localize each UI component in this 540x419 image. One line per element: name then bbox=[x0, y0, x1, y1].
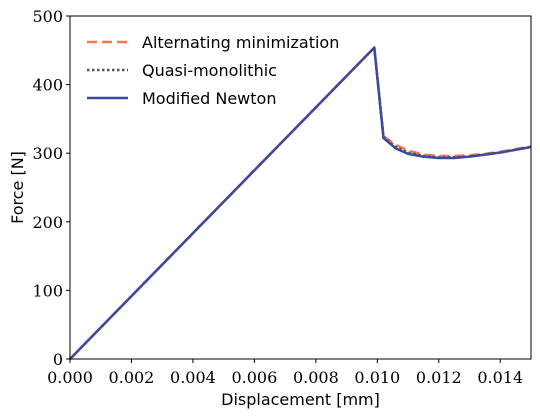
x-axis-label: Displacement [mm] bbox=[221, 390, 380, 409]
legend-label-1: Quasi-monolithic bbox=[142, 61, 277, 80]
y-tick-label: 400 bbox=[32, 76, 63, 95]
x-tick-label: 0.008 bbox=[293, 368, 339, 387]
y-tick-label: 100 bbox=[32, 281, 63, 300]
y-tick-label: 500 bbox=[32, 7, 63, 26]
x-tick-label: 0.006 bbox=[231, 368, 277, 387]
y-axis-label: Force [N] bbox=[8, 151, 27, 224]
x-tick-label: 0.004 bbox=[170, 368, 216, 387]
y-tick-label: 200 bbox=[32, 213, 63, 232]
x-tick-label: 0.010 bbox=[354, 368, 400, 387]
legend-label-0: Alternating minimization bbox=[142, 33, 339, 52]
x-tick-label: 0.002 bbox=[109, 368, 155, 387]
plot-frame bbox=[69, 15, 532, 360]
series-line-1 bbox=[69, 46, 532, 360]
x-tick-label: 0.000 bbox=[47, 368, 93, 387]
x-axis-ticks: 0.000 0.002 0.004 0.006 0.008 0.010 0.012 0.014 bbox=[47, 359, 523, 387]
y-tick-label: 300 bbox=[32, 144, 63, 163]
x-tick-label: 0.014 bbox=[477, 368, 523, 387]
x-tick-label: 0.012 bbox=[416, 368, 462, 387]
y-tick-label: 0 bbox=[53, 350, 63, 369]
legend-label-2: Modified Newton bbox=[142, 89, 276, 108]
series-lines bbox=[69, 46, 532, 360]
series-line-0 bbox=[69, 46, 532, 360]
series-line-2 bbox=[69, 46, 532, 360]
legend: Alternating minimization Quasi-monolithic… bbox=[87, 33, 339, 108]
y-axis-ticks: 0 100 200 300 400 500 bbox=[32, 7, 70, 369]
